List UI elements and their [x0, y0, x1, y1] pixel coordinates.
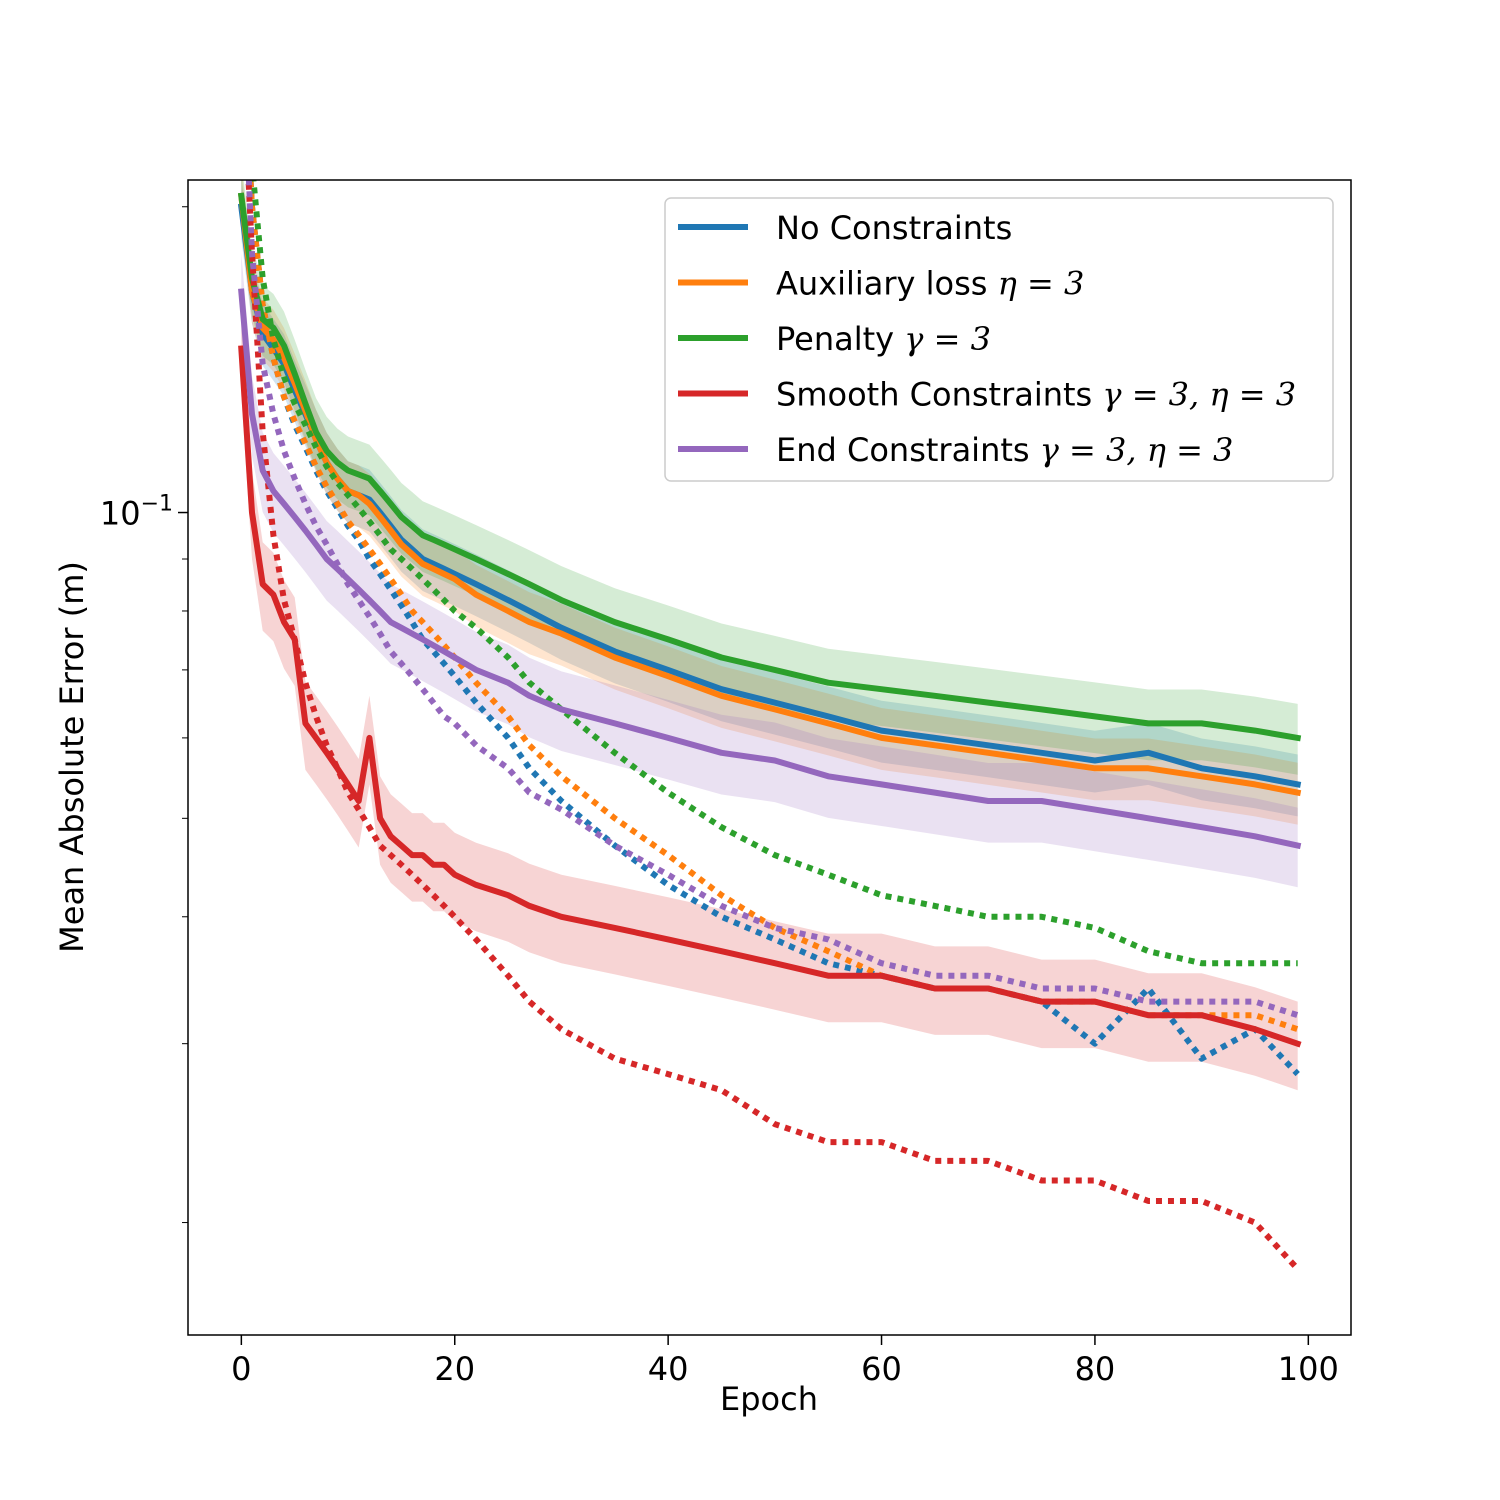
x-tick-label: 20: [434, 1350, 475, 1388]
legend-label-end-constraints: End Constraints γ = 3, η = 3: [776, 431, 1233, 469]
series-line-auxiliary-loss-dotted: [247, 180, 1299, 1033]
plot-frame: [187, 179, 1352, 1336]
series-line-end-constraints-solid: [238, 288, 1302, 850]
x-axis-title: Epoch: [720, 1380, 818, 1418]
band-penalty: [241, 180, 1298, 775]
series-lines: [237, 180, 1302, 1272]
band-no-constraints: [241, 180, 1298, 817]
legend: No Constraints Auxiliary loss η = 3 Penalt…: [664, 197, 1334, 482]
x-tick-label: 40: [648, 1350, 689, 1388]
x-tick-label: 60: [861, 1350, 902, 1388]
legend-label-penalty: Penalty γ = 3: [776, 320, 991, 358]
x-tick-label: 0: [231, 1350, 251, 1388]
y-axis-title: Mean Absolute Error (m): [53, 561, 91, 953]
series-line-smooth-constraints-dotted: [245, 180, 1300, 1272]
series-line-end-constraints-dotted: [245, 180, 1299, 1019]
band-auxiliary-loss: [241, 180, 1298, 825]
x-tick-label: 80: [1075, 1350, 1116, 1388]
series-line-penalty-solid: [237, 192, 1302, 742]
series-line-smooth-constraints-solid: [238, 345, 1302, 1048]
y-axis: 10−1: [100, 206, 188, 1224]
series-line-no-constraints-dotted: [247, 180, 1300, 1077]
legend-box: [664, 197, 1334, 482]
legend-label-no-constraints: No Constraints: [776, 209, 1012, 247]
x-axis: 0 20 40 60 80 100: [231, 1335, 1339, 1388]
y-tick-label: 10−1: [100, 492, 173, 533]
legend-label-smooth-constraints: Smooth Constraints γ = 3, η = 3: [776, 376, 1296, 414]
legend-label-auxiliary-loss: Auxiliary loss η = 3: [776, 265, 1084, 303]
x-tick-label: 100: [1278, 1350, 1339, 1388]
series-line-penalty-dotted: [250, 180, 1298, 967]
